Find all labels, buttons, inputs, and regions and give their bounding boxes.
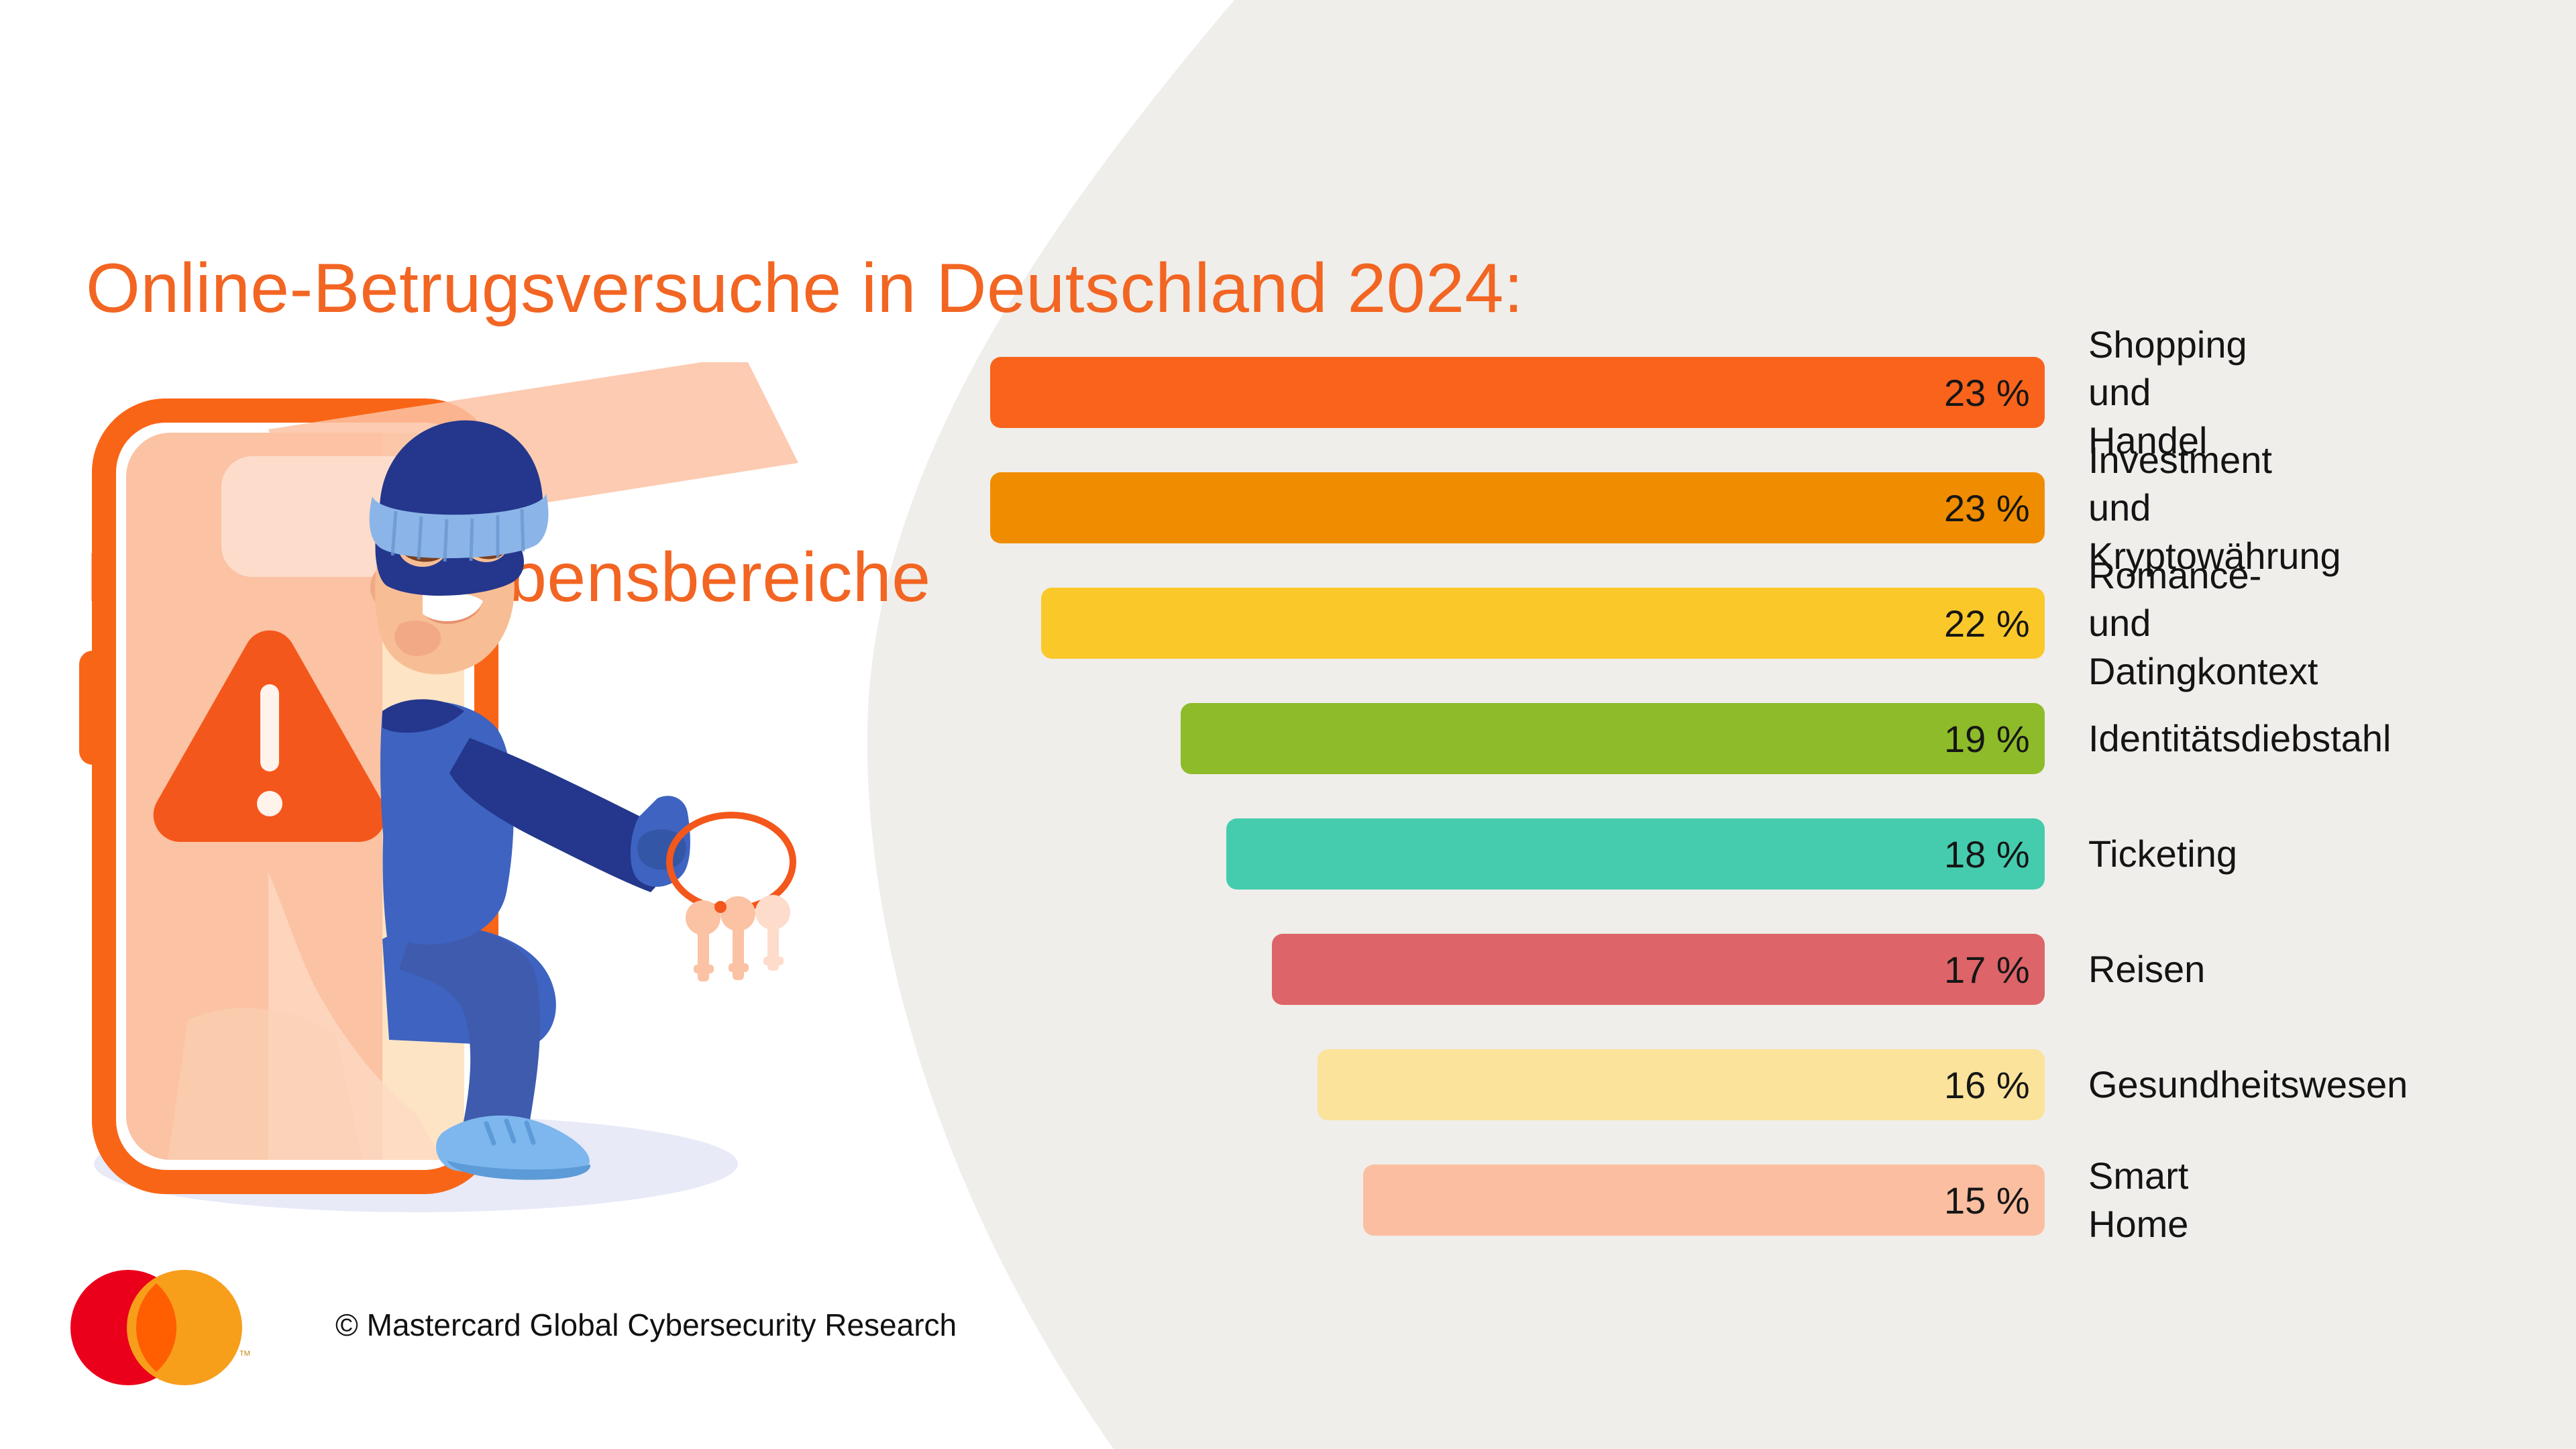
- bar-category-label: Identitätsdiebstahl: [2088, 717, 2392, 760]
- bar-category-label: Gesundheitswesen: [2088, 1063, 2408, 1106]
- warning-triangle-icon: [153, 630, 386, 842]
- bar: [1181, 703, 2045, 774]
- thief-sneaker: [436, 1115, 591, 1180]
- bar: [990, 357, 2045, 428]
- mastercard-overlap: [136, 1283, 176, 1372]
- thief-arm: [449, 738, 688, 892]
- bar-value-label: 15 %: [1944, 1179, 2030, 1222]
- bar-category-label: Ticketing: [2088, 833, 2238, 875]
- thief-character: [369, 420, 796, 1180]
- title-line-1: Online-Betrugsversuche in Deutschland 20…: [86, 250, 1524, 328]
- screen-body-silhouette: [168, 1008, 362, 1160]
- bar-category-label: Reisen: [2088, 948, 2206, 991]
- bar-value-label: 19 %: [1944, 717, 2030, 760]
- bar-value-label: 18 %: [1944, 833, 2030, 875]
- bar-category-label: Romance- und Datingkontext: [2088, 553, 2318, 692]
- bar-value-label: 16 %: [1944, 1063, 2030, 1106]
- thief-shoulder-shadow: [382, 699, 464, 733]
- bar-value-label: 22 %: [1944, 602, 2030, 645]
- phone-side-button: [79, 651, 111, 765]
- bar: [990, 472, 2045, 543]
- beanie-hat: [369, 420, 549, 562]
- thief-cheek: [394, 621, 441, 657]
- thief-head: [369, 420, 549, 675]
- bar-category-label: Smart Home: [2088, 1155, 2189, 1245]
- bar: [1041, 588, 2045, 659]
- phone-scam-thief-illustration: [79, 362, 798, 1212]
- bar-value-label: 23 %: [1944, 486, 2030, 529]
- bar: [1363, 1165, 2045, 1236]
- bar: [1318, 1049, 2045, 1120]
- mastercard-logo: TM: [70, 1270, 250, 1385]
- bar-category-label: Investment und Kryptowährung: [2088, 438, 2341, 577]
- credit-text: © Mastercard Global Cybersecurity Resear…: [335, 1307, 957, 1342]
- keyring-with-keys: [666, 812, 796, 981]
- mastercard-trademark: TM: [239, 1350, 250, 1358]
- bar: [1226, 818, 2045, 890]
- thief-smile: [423, 592, 483, 622]
- thief-leg: [399, 924, 541, 1161]
- bar-value-label: 17 %: [1944, 948, 2030, 991]
- bar: [1272, 934, 2045, 1005]
- bar-value-label: 23 %: [1944, 371, 2030, 414]
- bar-category-label: Shopping und Handel: [2088, 323, 2247, 462]
